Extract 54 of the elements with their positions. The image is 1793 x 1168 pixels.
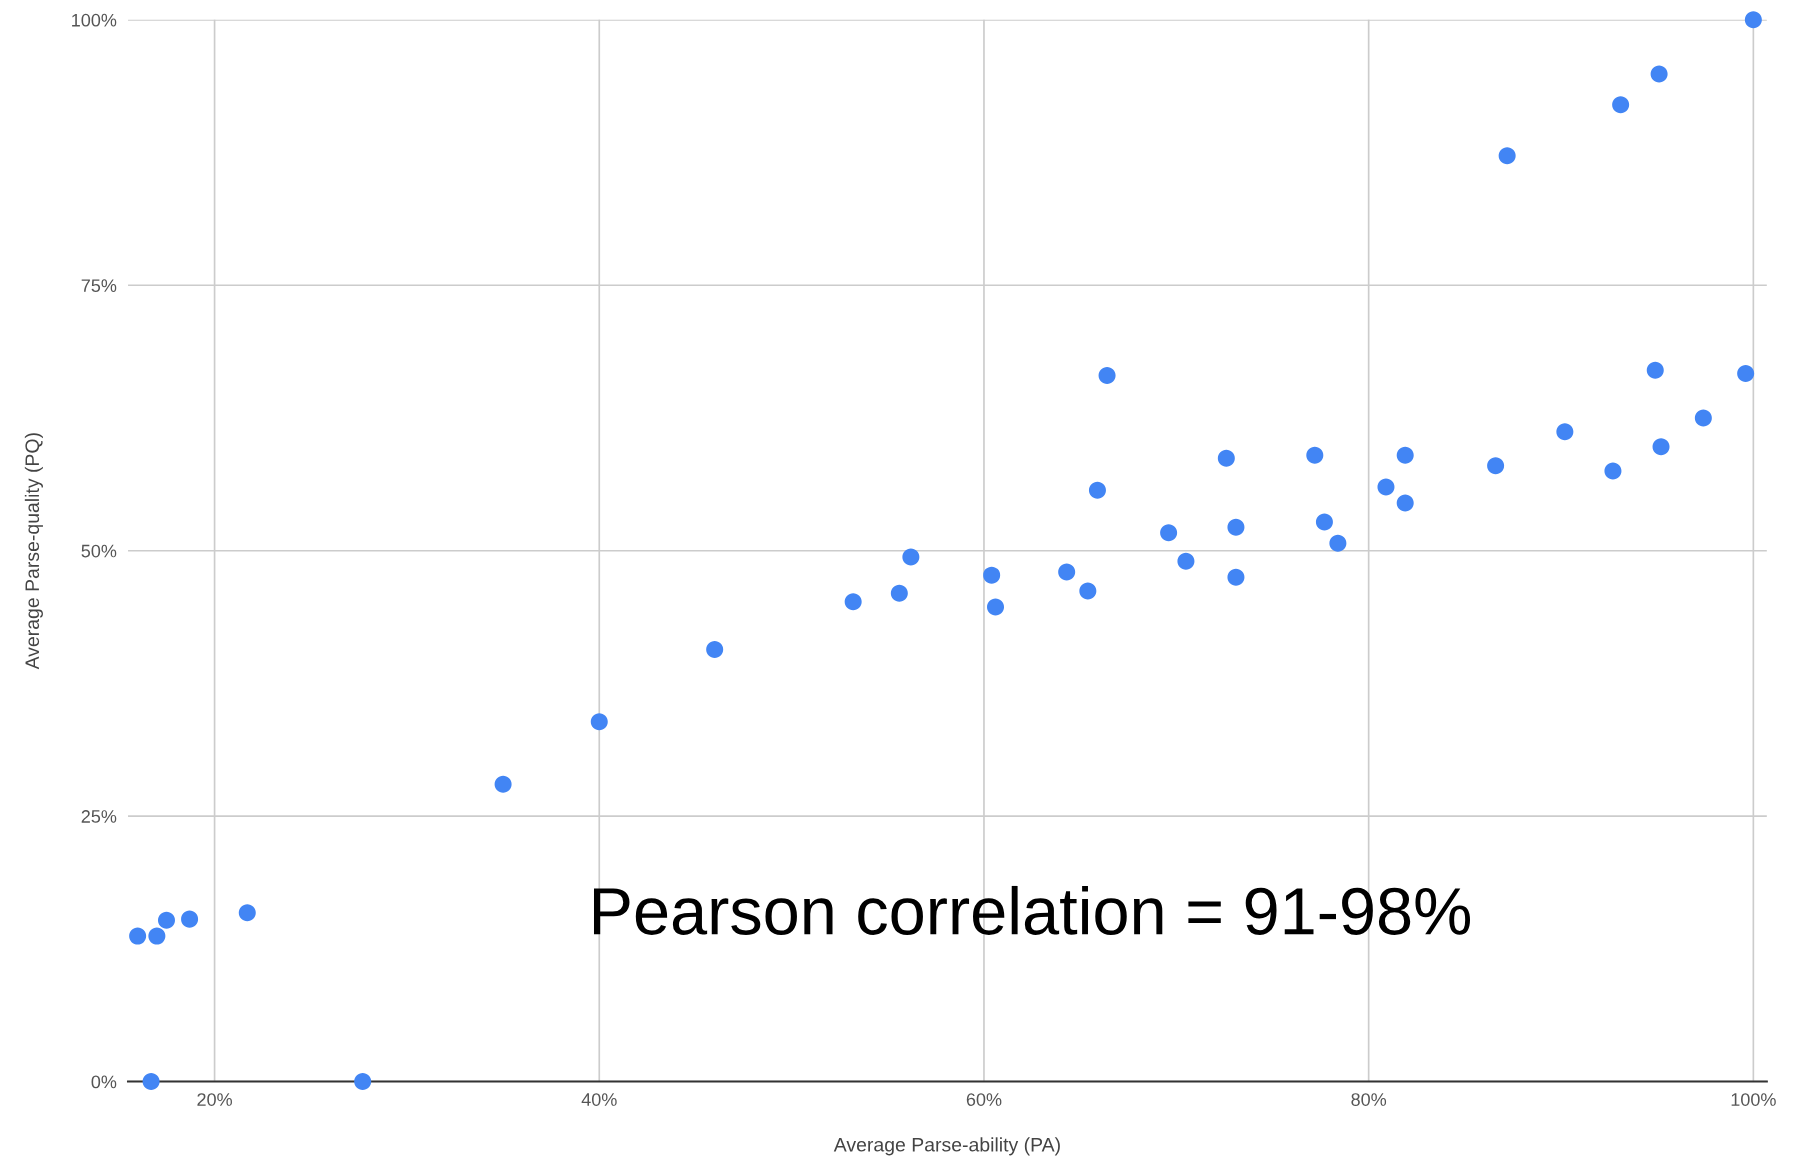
- y-tick-label: 50%: [81, 544, 117, 558]
- point: [706, 640, 724, 658]
- point: [890, 584, 908, 602]
- point: [1227, 518, 1245, 536]
- point: [1396, 494, 1414, 512]
- point: [1177, 552, 1195, 570]
- point: [1652, 438, 1670, 456]
- point: [1306, 446, 1324, 464]
- point: [1612, 96, 1630, 114]
- x-tick-label: 20%: [197, 1093, 232, 1106]
- y-tick-label: 100%: [72, 13, 117, 27]
- y-axis-title: Average Parse-quality (PQ): [24, 433, 43, 670]
- x-tick-label: 60%: [966, 1093, 1002, 1106]
- point: [157, 911, 175, 929]
- point: [1315, 513, 1333, 531]
- point: [1737, 364, 1755, 382]
- point: [1556, 423, 1574, 441]
- point: [1098, 367, 1116, 385]
- x-tick-label: 80%: [1351, 1093, 1387, 1106]
- point: [354, 1073, 372, 1091]
- point: [902, 548, 920, 566]
- point: [181, 910, 199, 928]
- point: [1160, 524, 1178, 542]
- point: [142, 1073, 160, 1091]
- point: [238, 904, 256, 922]
- point: [1058, 563, 1076, 581]
- y-tick-label: 0%: [91, 1075, 117, 1089]
- x-axis-title: Average Parse-ability (PA): [833, 1137, 1060, 1156]
- point: [590, 713, 608, 731]
- point: [987, 598, 1005, 616]
- point: [844, 593, 862, 611]
- point: [494, 775, 512, 793]
- point: [1396, 446, 1414, 464]
- point: [1329, 534, 1347, 552]
- annotation: Pearson correlation = 91-98%: [593, 885, 1471, 935]
- x-tick-label: 100%: [1731, 1093, 1776, 1106]
- point: [148, 927, 166, 945]
- x-tick-label: 40%: [581, 1093, 617, 1106]
- y-tick-label: 25%: [81, 810, 117, 823]
- point: [1646, 361, 1664, 379]
- point: [1088, 481, 1106, 499]
- point: [1227, 568, 1245, 586]
- y-tick-label: 75%: [81, 279, 117, 292]
- point: [1604, 462, 1622, 480]
- point: [1377, 478, 1395, 496]
- point: [1744, 11, 1762, 29]
- point: [1079, 582, 1097, 600]
- point: [1694, 409, 1712, 427]
- point: [129, 927, 147, 945]
- point: [983, 566, 1001, 584]
- point: [1650, 65, 1668, 83]
- point: [1217, 449, 1235, 467]
- point: [1487, 457, 1505, 475]
- point: [1498, 147, 1516, 165]
